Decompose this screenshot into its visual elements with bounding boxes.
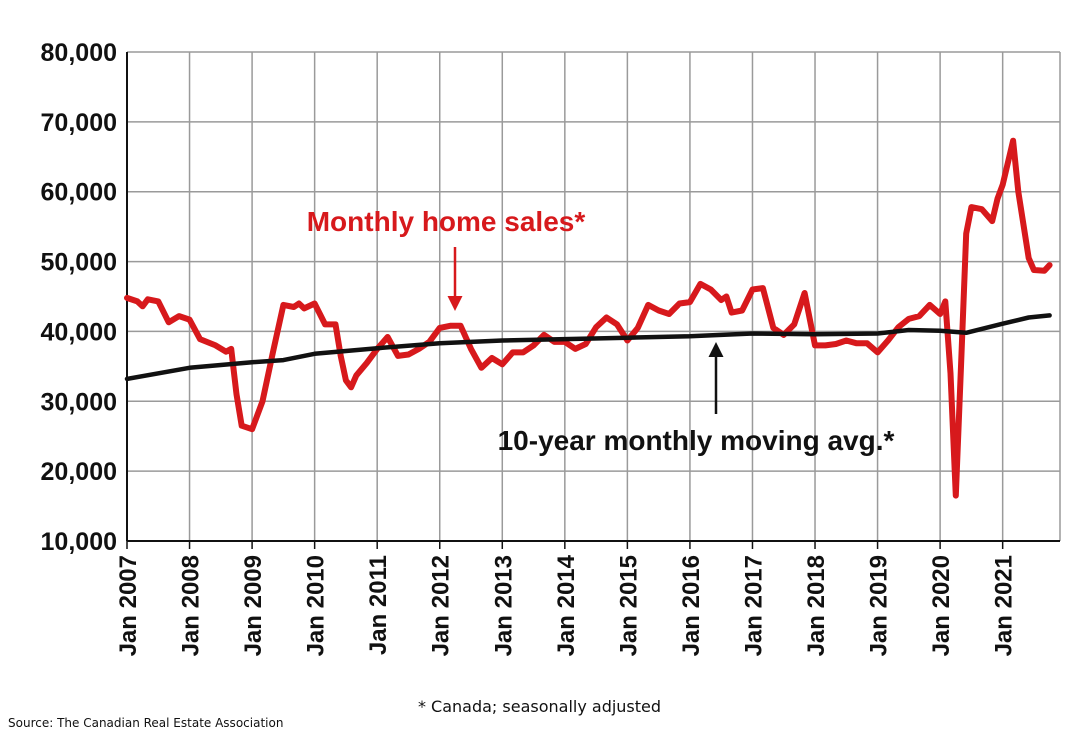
y-tick-label: 50,000 xyxy=(41,249,117,277)
sales-series-line xyxy=(124,137,1053,499)
x-tick-label: Jan 2007 xyxy=(115,555,142,656)
moving-average-line xyxy=(124,313,1052,382)
x-tick-label: Jan 2020 xyxy=(928,555,955,656)
annotations: Monthly home sales* 10-year monthly movi… xyxy=(307,206,895,456)
y-tick-label: 20,000 xyxy=(41,458,117,486)
x-tick-label: Jan 2018 xyxy=(803,555,830,656)
grid xyxy=(126,51,1061,542)
series xyxy=(124,137,1053,499)
x-tick-label: Jan 2016 xyxy=(678,555,705,656)
y-tick-label: 30,000 xyxy=(41,388,117,416)
y-tick-label: 10,000 xyxy=(41,528,117,556)
y-tick-label: 60,000 xyxy=(41,179,117,207)
sales-annotation-label: Monthly home sales* xyxy=(307,206,586,237)
x-tick-label: Jan 2015 xyxy=(615,555,642,656)
average-annotation-label: 10-year monthly moving avg.* xyxy=(498,425,895,456)
source-note: Source: The Canadian Real Estate Associa… xyxy=(8,716,284,730)
axes: 10,000 20,000 30,000 40,000 50,000 60,000 70,0… xyxy=(41,39,1060,656)
y-tick-label: 80,000 xyxy=(41,39,117,67)
y-tick-label: 40,000 xyxy=(41,318,117,346)
x-tick-label: Jan 2021 xyxy=(991,555,1018,656)
x-tick-label: Jan 2014 xyxy=(553,554,580,656)
x-tick-label: Jan 2017 xyxy=(740,555,767,656)
x-tick-label: Jan 2008 xyxy=(178,555,205,656)
x-tick-label: Jan 2013 xyxy=(490,555,517,656)
x-tick-label: Jan 2011 xyxy=(365,555,392,655)
footnote: * Canada; seasonally adjusted xyxy=(417,697,662,716)
y-tick-label: 70,000 xyxy=(41,109,117,137)
x-tick-label: Jan 2019 xyxy=(866,555,893,656)
x-tick-label: Jan 2009 xyxy=(240,555,267,656)
x-tick-label: Jan 2012 xyxy=(428,555,455,656)
x-tick-label: Jan 2010 xyxy=(303,555,330,656)
